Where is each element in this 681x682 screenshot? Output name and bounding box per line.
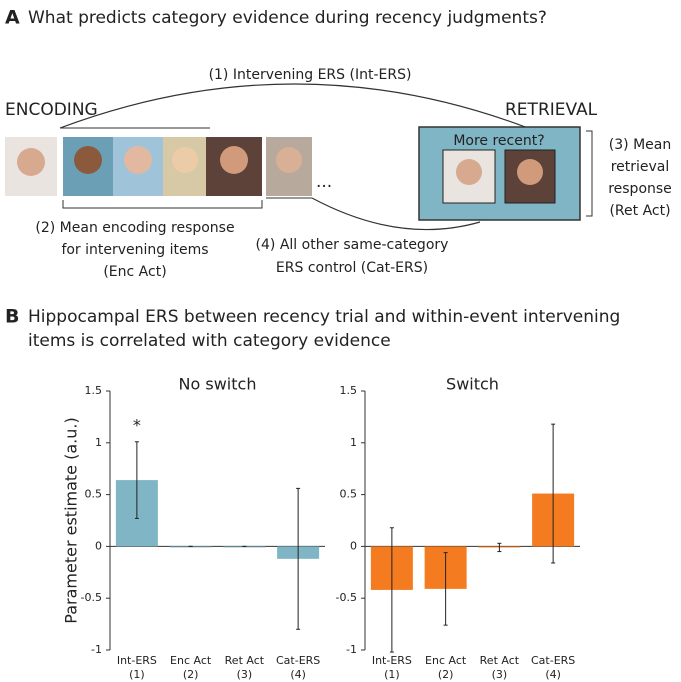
encoding-label: ENCODING <box>5 100 98 120</box>
y-tick-label: -0.5 <box>336 591 357 604</box>
face-row <box>5 137 312 196</box>
ret-act-label: (Ret Act) <box>609 203 670 219</box>
cat-ers-label: (4) All other same-category <box>256 237 449 253</box>
significance-marker: * <box>133 415 141 434</box>
enc-act-label: (Enc Act) <box>103 264 166 280</box>
ellipsis: ... <box>316 172 332 192</box>
panel-title: Hippocampal ERS between recency trial an… <box>28 307 620 327</box>
x-tick-label: Enc Act <box>425 654 467 667</box>
panel-title: items is correlated with category eviden… <box>28 331 391 351</box>
y-tick-label: -1 <box>346 643 357 656</box>
y-tick-label: 1 <box>95 436 102 449</box>
x-tick-label: Int-ERS <box>117 654 157 667</box>
y-tick-label: 1.5 <box>85 384 103 397</box>
panel-letter: B <box>5 306 19 328</box>
bracket <box>586 130 593 217</box>
y-axis-label: Parameter estimate (a.u.) <box>62 417 81 623</box>
x-tick-label: (2) <box>438 668 454 681</box>
y-tick-label: -1 <box>91 643 102 656</box>
ret-act-label: (3) Mean <box>609 137 671 153</box>
x-tick-label: Enc Act <box>170 654 212 667</box>
enc-act-label: (2) Mean encoding response <box>35 220 234 236</box>
x-tick-label: (2) <box>183 668 199 681</box>
x-tick-label: (3) <box>492 668 508 681</box>
x-tick-label: Cat-ERS <box>531 654 575 667</box>
x-tick-label: (4) <box>545 668 561 681</box>
y-tick-label: 0.5 <box>340 488 358 501</box>
ret-act-label: response <box>608 181 672 197</box>
y-tick-label: -0.5 <box>81 591 102 604</box>
bracket <box>62 200 263 209</box>
x-tick-label: Int-ERS <box>372 654 412 667</box>
y-tick-label: 0 <box>95 539 102 552</box>
x-tick-label: (3) <box>237 668 253 681</box>
x-tick-label: (4) <box>290 668 306 681</box>
x-tick-label: Cat-ERS <box>276 654 320 667</box>
x-tick-label: Ret Act <box>225 654 265 667</box>
int-ers-label: (1) Intervening ERS (Int-ERS) <box>209 67 412 83</box>
x-tick-label: (1) <box>129 668 145 681</box>
y-tick-label: 1 <box>350 436 357 449</box>
ret-act-label: retrieval <box>611 159 670 175</box>
x-tick-label: (1) <box>384 668 400 681</box>
panel-title: What predicts category evidence during r… <box>28 8 547 28</box>
panel-letter: A <box>5 7 20 29</box>
chart-title: Switch <box>446 375 499 394</box>
retrieval-label: RETRIEVAL <box>505 100 598 120</box>
y-tick-label: 0.5 <box>85 488 103 501</box>
y-tick-label: 1.5 <box>340 384 358 397</box>
x-tick-label: Ret Act <box>480 654 520 667</box>
chart-title: No switch <box>179 375 257 394</box>
arc <box>59 83 529 129</box>
arc <box>311 197 481 231</box>
cat-ers-label: ERS control (Cat-ERS) <box>276 260 428 276</box>
y-tick-label: 0 <box>350 539 357 552</box>
question: More recent? <box>453 133 544 149</box>
enc-act-label: for intervening items <box>61 242 208 258</box>
